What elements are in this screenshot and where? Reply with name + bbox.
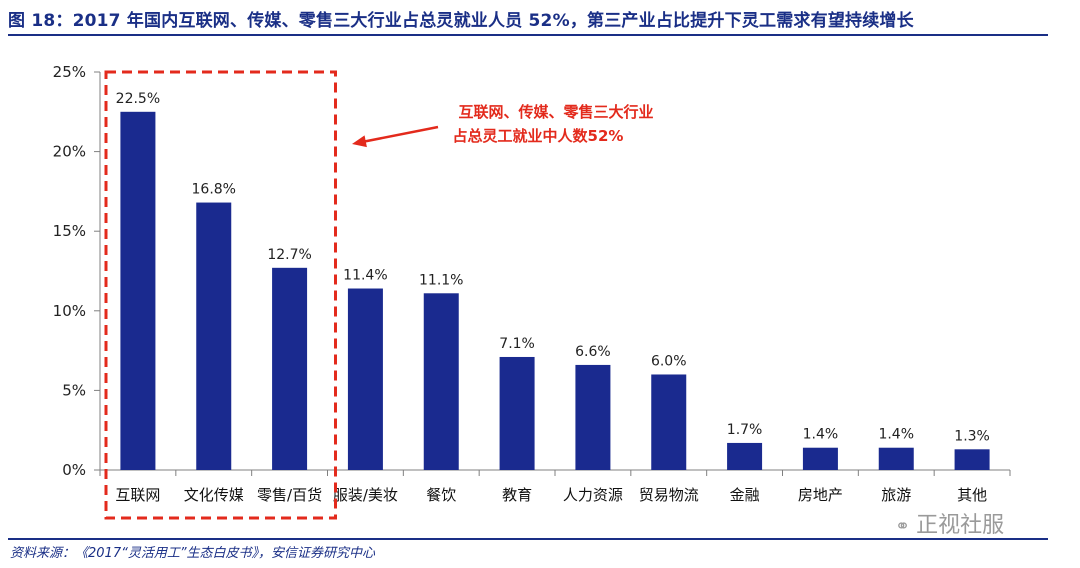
bar-value-label: 22.5% [116,91,160,107]
category-label: 贸易物流 [639,486,699,504]
category-label: 金融 [730,486,760,504]
category-label: 教育 [502,486,532,504]
category-label: 零售/百货 [257,486,322,504]
bar [802,447,838,470]
y-tick-label: 5% [62,381,86,399]
category-label: 房地产 [798,486,843,504]
category-label: 旅游 [881,486,911,504]
wechat-icon: ⚭ [895,516,911,537]
category-label: 文化传媒 [184,486,244,504]
bar [423,293,459,470]
source-rule [8,538,1048,540]
category-label: 人力资源 [563,486,623,504]
watermark-text: 正视社服 [916,513,1005,538]
bar-value-label: 12.7% [267,247,311,263]
annotation-line-1: 互联网、传媒、零售三大行业 [458,103,653,121]
bar-value-label: 16.8% [192,182,236,198]
source-note: 资料来源：《2017“灵活用工”生态白皮书》，安信证券研究中心 [10,546,376,561]
annotation-line-2: 占总灵工就业中人数52% [453,127,624,145]
bars [120,111,990,471]
bar [347,288,383,470]
highlight-box [104,70,337,520]
category-labels: 互联网 文化传媒 零售/百货 服装/美妆 餐饮 教育 人力资源 贸易物流 金融 房地产 旅游 其他 [115,486,987,504]
bar [575,364,611,470]
bar-value-label: 1.4% [803,427,839,443]
annotation-arrow [361,125,439,144]
y-tick-label: 25% [53,63,86,81]
y-tick-label: 10% [53,302,86,320]
bar [196,202,232,470]
bar-value-label: 11.1% [419,272,463,288]
bar-value-label: 1.7% [727,422,763,438]
bar [727,442,763,470]
bar-value-label: 7.1% [499,336,535,352]
bar [272,267,308,470]
watermark: ⚭ 正视社服 [895,507,1004,539]
y-tick-label: 15% [53,222,86,240]
bar [499,356,535,470]
figure-title: 图 18：2017 年国内互联网、传媒、零售三大行业占总灵就业人员 52%，第三… [8,11,914,31]
title-rule [8,34,1048,36]
bar-value-label: 1.4% [878,427,914,443]
y-axis: 0% 5% 10% 15% 20% 25% [53,63,101,479]
value-labels: 22.5% 16.8% 12.7% 11.4% 11.1% 7.1% 6.6% 6.0% 1.7… [116,91,990,445]
y-tick-label: 20% [53,143,86,161]
annotation-arrowhead [352,135,367,148]
bar [954,449,990,470]
bar [651,374,687,470]
x-axis [99,469,1011,476]
category-label: 餐饮 [426,486,456,504]
bar-value-label: 11.4% [343,268,387,284]
bar-value-label: 1.3% [954,428,990,444]
bar-value-label: 6.0% [651,353,687,369]
bar [120,111,156,471]
bar-value-label: 6.6% [575,344,611,360]
category-label: 互联网 [115,486,160,504]
bar [878,447,914,470]
category-label: 其他 [957,486,987,504]
category-label: 服装/美妆 [333,486,398,504]
y-tick-label: 0% [62,461,86,479]
